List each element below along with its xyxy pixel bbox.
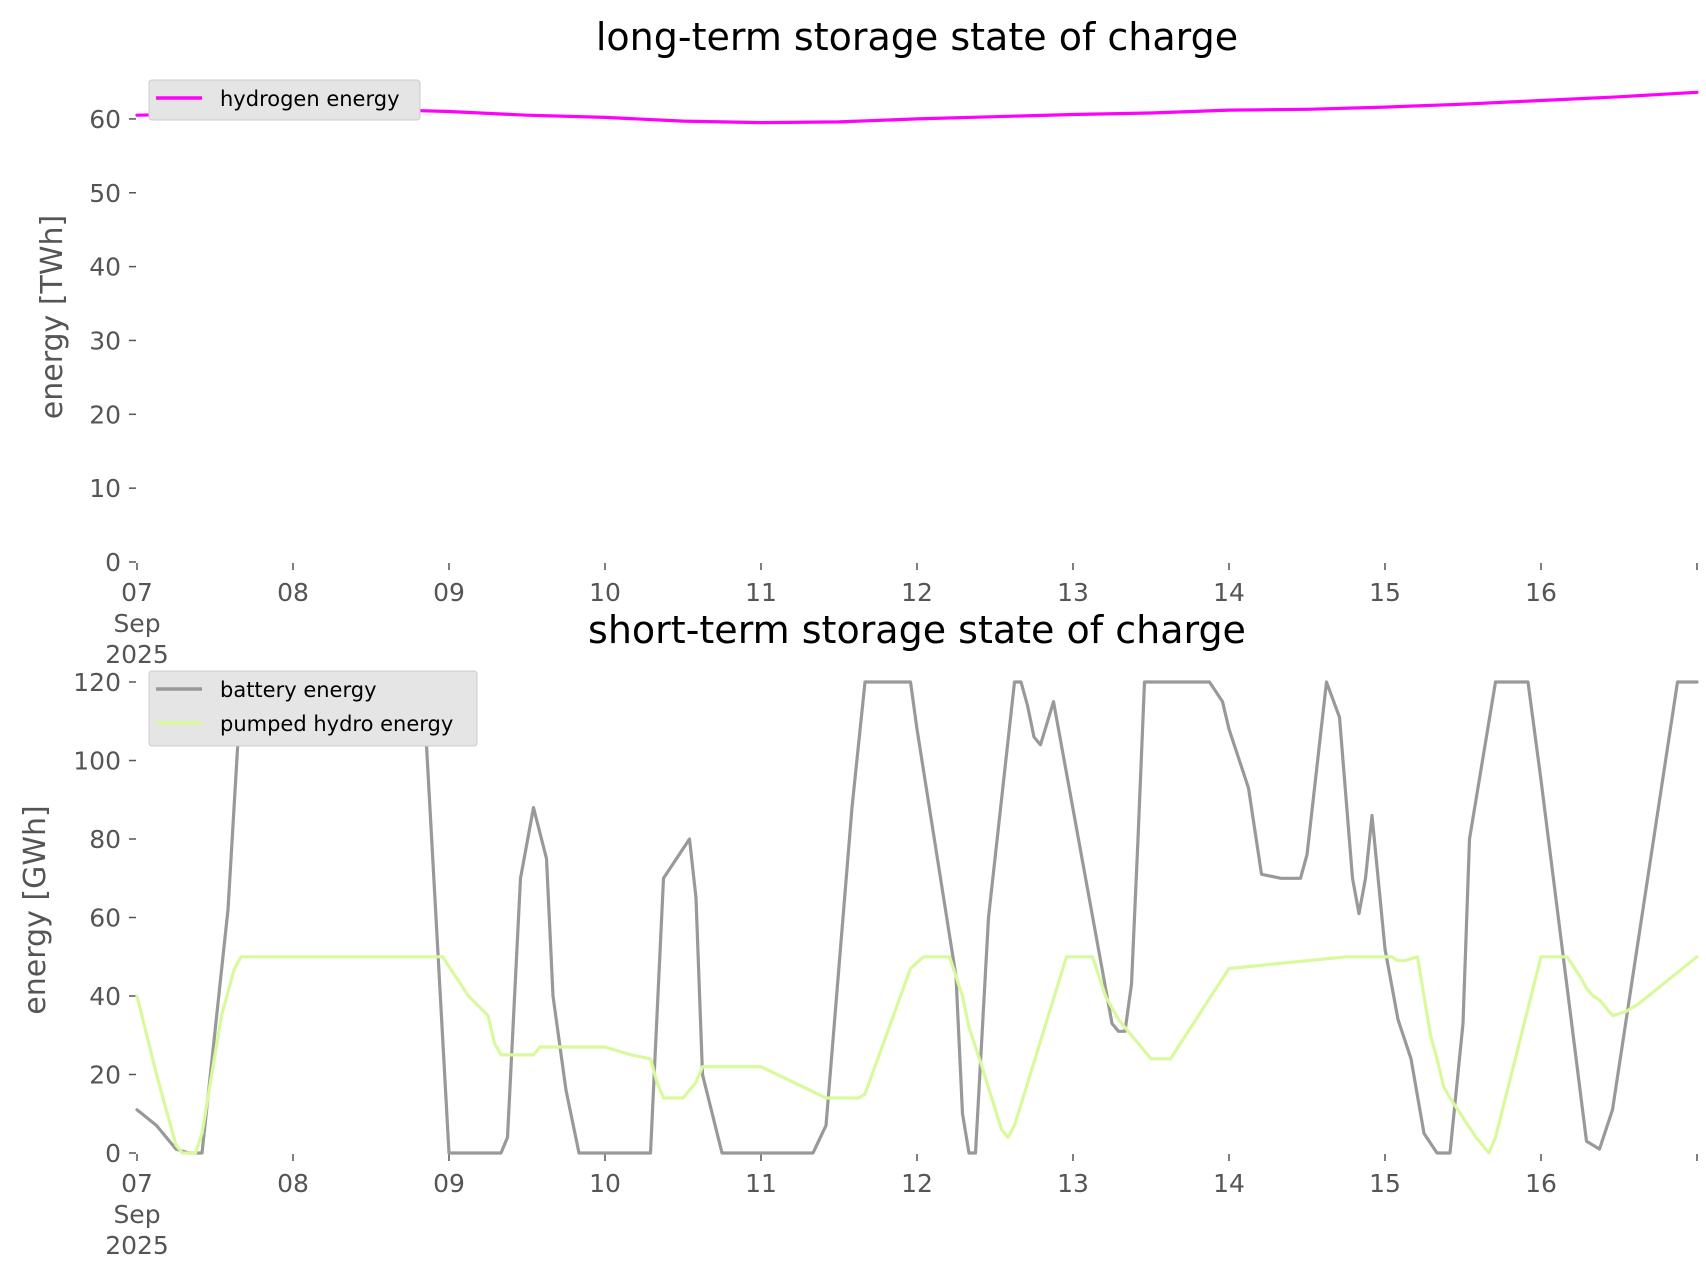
x-tick-label: 16 [1525, 1169, 1557, 1198]
x-tick-label: 08 [277, 578, 309, 607]
x-tick-label: 11 [745, 578, 777, 607]
x-tick-label: 07 Sep 2025 [105, 1169, 169, 1260]
x-tick-label: 12 [901, 1169, 933, 1198]
y-tick-label: 40 [89, 253, 121, 282]
legend-label-hydrogen-energy: hydrogen energy [220, 87, 400, 111]
plot-lines [135, 680, 1699, 1155]
x-tick-label: 09 [433, 1169, 465, 1198]
y-tick-label: 30 [89, 326, 121, 355]
y-axis-ticks: 0 10 20 30 40 50 60 [89, 105, 136, 577]
legend-label-battery-energy: battery energy [220, 678, 377, 702]
x-axis-ticks: 07 Sep 2025 08 09 10 11 12 13 14 15 16 [105, 1154, 1698, 1260]
x-tick-label: 08 [277, 1169, 309, 1198]
y-tick-label: 40 [89, 982, 121, 1011]
legend-box [148, 79, 421, 121]
series-line-pumped-hydro-energy [135, 955, 1699, 1155]
y-tick-label: 60 [89, 105, 121, 134]
x-axis-ticks: 07 Sep 2025 08 09 10 11 12 13 14 15 16 [105, 563, 1698, 669]
y-axis-label: energy [GWh] [18, 805, 53, 1014]
x-tick-label: 10 [589, 1169, 621, 1198]
y-tick-label: 0 [105, 548, 121, 577]
y-tick-label: 100 [73, 747, 121, 776]
y-axis-ticks: 0 20 40 60 80 100 120 [73, 668, 136, 1168]
y-tick-label: 0 [105, 1139, 121, 1168]
y-tick-label: 50 [89, 179, 121, 208]
y-tick-label: 120 [73, 668, 121, 697]
y-tick-label: 20 [89, 1061, 121, 1090]
x-tick-label: 16 [1525, 578, 1557, 607]
y-tick-label: 20 [89, 400, 121, 429]
x-tick-label: 13 [1057, 578, 1089, 607]
x-tick-label: 12 [901, 578, 933, 607]
x-tick-label: 14 [1213, 578, 1245, 607]
x-tick-label: 07 Sep 2025 [105, 578, 169, 669]
x-tick-label: 10 [589, 578, 621, 607]
x-tick-label: 09 [433, 578, 465, 607]
legend: hydrogen energy [148, 79, 421, 121]
y-tick-label: 60 [89, 904, 121, 933]
legend-label-pumped-hydro-energy: pumped hydro energy [220, 712, 453, 736]
legend-box [148, 670, 478, 747]
x-tick-label: 11 [745, 1169, 777, 1198]
long-term-panel: long-term storage state of charge energy… [35, 15, 1699, 669]
x-tick-label: 14 [1213, 1169, 1245, 1198]
y-tick-label: 80 [89, 825, 121, 854]
chart-title: short-term storage state of charge [588, 608, 1246, 652]
chart-title: long-term storage state of charge [596, 15, 1238, 59]
legend: battery energy pumped hydro energy [148, 670, 478, 747]
x-tick-label: 15 [1369, 1169, 1401, 1198]
x-tick-label: 15 [1369, 578, 1401, 607]
y-tick-label: 10 [89, 474, 121, 503]
series-line-battery-energy [135, 680, 1699, 1155]
x-tick-label: 13 [1057, 1169, 1089, 1198]
y-axis-label: energy [TWh] [35, 215, 70, 419]
short-term-panel: short-term storage state of charge energ… [18, 608, 1699, 1260]
